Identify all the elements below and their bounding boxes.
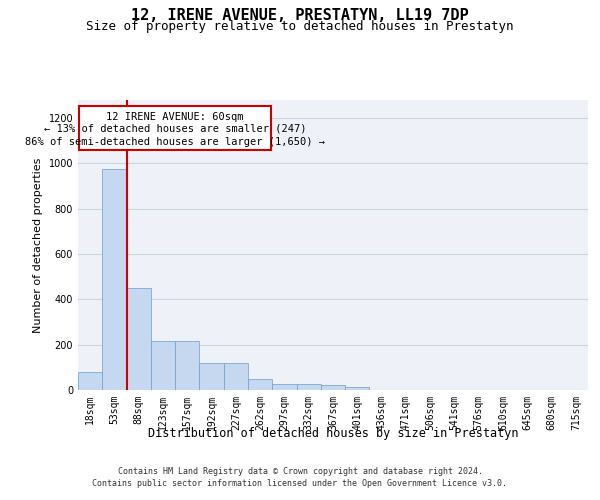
Bar bbox=[151, 342, 175, 390]
Bar bbox=[248, 378, 272, 390]
Text: 12 IRENE AVENUE: 60sqm: 12 IRENE AVENUE: 60sqm bbox=[106, 112, 244, 122]
Text: Contains HM Land Registry data © Crown copyright and database right 2024.: Contains HM Land Registry data © Crown c… bbox=[118, 468, 482, 476]
Y-axis label: Number of detached properties: Number of detached properties bbox=[33, 158, 43, 332]
Bar bbox=[175, 342, 199, 390]
Bar bbox=[199, 363, 224, 390]
Bar bbox=[102, 169, 127, 390]
FancyBboxPatch shape bbox=[79, 106, 271, 150]
Bar bbox=[224, 363, 248, 390]
Text: Contains public sector information licensed under the Open Government Licence v3: Contains public sector information licen… bbox=[92, 479, 508, 488]
Bar bbox=[78, 372, 102, 390]
Text: 12, IRENE AVENUE, PRESTATYN, LL19 7DP: 12, IRENE AVENUE, PRESTATYN, LL19 7DP bbox=[131, 8, 469, 22]
Text: 86% of semi-detached houses are larger (1,650) →: 86% of semi-detached houses are larger (… bbox=[25, 137, 325, 147]
Text: Distribution of detached houses by size in Prestatyn: Distribution of detached houses by size … bbox=[148, 428, 518, 440]
Bar bbox=[272, 384, 296, 390]
Bar bbox=[345, 386, 370, 390]
Bar bbox=[296, 384, 321, 390]
Bar bbox=[127, 288, 151, 390]
Text: Size of property relative to detached houses in Prestatyn: Size of property relative to detached ho… bbox=[86, 20, 514, 33]
Bar bbox=[321, 386, 345, 390]
Text: ← 13% of detached houses are smaller (247): ← 13% of detached houses are smaller (24… bbox=[44, 124, 307, 134]
